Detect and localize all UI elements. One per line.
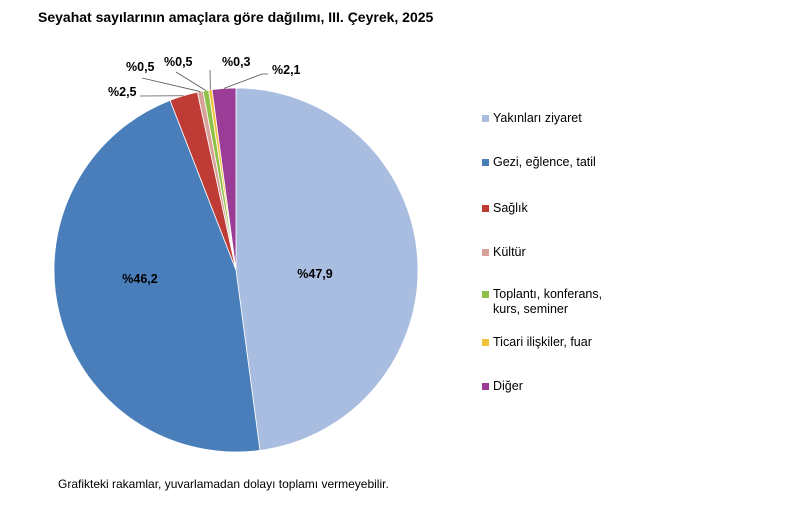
legend-swatch-7 (482, 383, 489, 390)
legend-item-6: Ticari ilişkiler, fuar (482, 335, 592, 350)
legend-label-3: Sağlık (493, 201, 528, 215)
legend-item-5: Toplantı, konferans, kurs, seminer (482, 287, 602, 317)
legend-swatch-6 (482, 339, 489, 346)
slice-label-4: %0,5 (126, 60, 155, 74)
legend-item-4: Kültür (482, 245, 526, 260)
chart-title: Seyahat sayılarının amaçlara göre dağılı… (38, 9, 434, 25)
slice-label-2: %46,2 (122, 272, 157, 286)
legend-swatch-3 (482, 205, 489, 212)
legend-swatch-1 (482, 115, 489, 122)
slice-label-5: %0,5 (164, 55, 193, 69)
legend-label-1: Yakınları ziyaret (493, 111, 582, 125)
legend-label-5: Toplantı, konferans, kurs, seminer (493, 287, 603, 316)
legend-item-7: Diğer (482, 379, 523, 394)
legend-swatch-5 (482, 291, 489, 298)
legend-label-4: Kültür (493, 245, 526, 259)
slice-label-3: %2,5 (108, 85, 137, 99)
slice-label-6: %0,3 (222, 55, 251, 69)
legend-item-1: Yakınları ziyaret (482, 111, 582, 126)
leader-line-4 (141, 77, 201, 92)
leader-line-7 (223, 73, 268, 89)
legend-swatch-2 (482, 159, 489, 166)
slice-label-7: %2,1 (272, 63, 301, 77)
legend-swatch-4 (482, 249, 489, 256)
pie-slice-2 (53, 99, 261, 453)
slice-label-1: %47,9 (297, 267, 332, 281)
leader-line-5 (175, 71, 207, 91)
pie-slice-7 (211, 87, 237, 271)
footnote: Grafikteki rakamlar, yuvarlamadan dolayı… (58, 477, 389, 491)
pie-slice-1 (235, 87, 419, 451)
legend-label-6: Ticari ilişkiler, fuar (493, 335, 592, 349)
legend-label-7: Diğer (493, 379, 523, 393)
legend-label-2: Gezi, eğlence, tatil (493, 155, 596, 169)
legend-item-2: Gezi, eğlence, tatil (482, 155, 596, 170)
legend-item-3: Sağlık (482, 201, 528, 216)
